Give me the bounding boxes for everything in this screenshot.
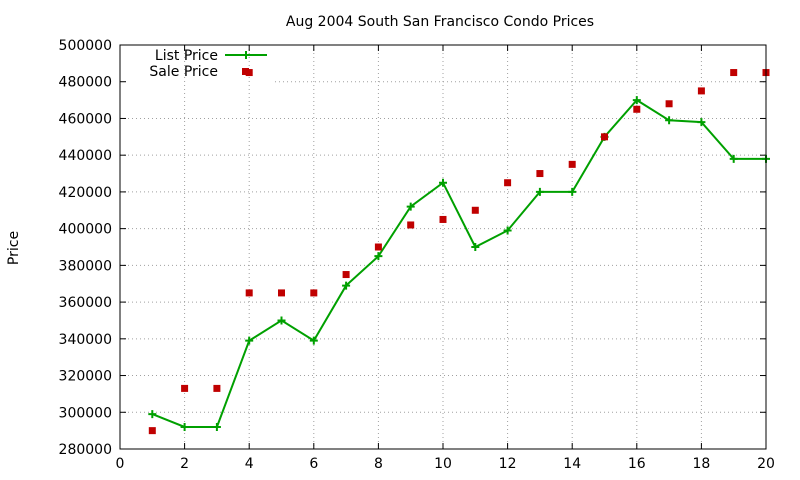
x-tick-label: 18 xyxy=(692,456,710,472)
y-tick-label: 340000 xyxy=(59,332,112,348)
plot-frame xyxy=(119,44,767,450)
list-price-line xyxy=(151,98,766,428)
y-tick-label: 480000 xyxy=(59,75,112,91)
grid-lines xyxy=(120,45,766,449)
y-tick-label: 280000 xyxy=(59,442,112,458)
x-tick-label: 14 xyxy=(563,456,581,472)
list-price-point xyxy=(180,422,189,431)
series-layer xyxy=(148,69,770,435)
list-price-point xyxy=(503,226,512,235)
sale-price-point xyxy=(310,289,318,297)
y-tick-label: 500000 xyxy=(59,38,112,54)
axis-ticks: 0 2 4 6 8 10 12 14 16 18 20 280000 300000 320000 34000… xyxy=(59,38,775,472)
legend-label-list-price: List Price xyxy=(155,48,218,64)
sale-price-point xyxy=(471,206,479,214)
list-price-point xyxy=(342,281,351,290)
sale-price-point xyxy=(148,427,156,435)
chart-title: Aug 2004 South San Francisco Condo Price… xyxy=(286,14,594,30)
list-price-point xyxy=(632,96,641,105)
list-price-point xyxy=(309,336,318,345)
x-tick-label: 0 xyxy=(116,456,125,472)
sale-price-point xyxy=(439,215,447,223)
sale-price-point xyxy=(568,160,576,168)
legend-marker-sale-price xyxy=(242,68,249,75)
x-tick-label: 12 xyxy=(499,456,517,472)
sale-price-point xyxy=(633,105,641,113)
y-tick-label: 360000 xyxy=(59,295,112,311)
y-tick-label: 300000 xyxy=(59,405,112,421)
sale-price-point xyxy=(730,69,738,77)
y-tick-label: 440000 xyxy=(59,148,112,164)
list-price-point xyxy=(406,202,415,211)
list-price-point xyxy=(439,178,447,187)
sale-price-point xyxy=(181,384,189,392)
list-price-point xyxy=(245,336,254,345)
list-price-point xyxy=(697,118,706,127)
x-tick-label: 2 xyxy=(180,456,189,472)
legend-label-sale-price: Sale Price xyxy=(149,64,218,80)
list-price-point xyxy=(729,154,738,163)
list-price-point xyxy=(471,243,480,251)
list-price-point xyxy=(374,252,383,261)
y-tick-label: 400000 xyxy=(59,222,112,238)
sale-price-point xyxy=(374,243,382,251)
y-axis-label: Price xyxy=(6,231,22,265)
x-tick-label: 20 xyxy=(757,456,775,472)
list-price-point xyxy=(568,187,577,196)
y-tick-label: 420000 xyxy=(59,185,112,201)
y-tick-label: 320000 xyxy=(59,369,112,385)
list-price-point xyxy=(148,410,157,419)
sale-price-point xyxy=(504,179,512,187)
x-tick-label: 8 xyxy=(374,456,383,472)
list-price-point xyxy=(535,187,544,196)
list-price-point xyxy=(665,116,674,125)
sale-price-point xyxy=(407,221,415,229)
sale-price-point xyxy=(245,69,253,77)
list-price-point xyxy=(212,422,221,431)
x-tick-label: 16 xyxy=(628,456,646,472)
legend: List Price Sale Price xyxy=(149,48,267,80)
x-tick-label: 6 xyxy=(309,456,318,472)
sale-price-point xyxy=(697,87,705,95)
list-price-point xyxy=(277,316,286,325)
sale-price-point xyxy=(536,170,544,178)
sale-price-point xyxy=(245,289,253,297)
y-tick-label: 380000 xyxy=(59,258,112,274)
sale-price-point xyxy=(665,100,673,108)
sale-price-point xyxy=(342,271,350,279)
sale-price-point xyxy=(278,289,285,297)
sale-price-point xyxy=(213,384,221,392)
sale-price-point xyxy=(601,133,608,141)
y-tick-label: 460000 xyxy=(59,111,112,127)
legend-marker-list-price xyxy=(242,51,250,59)
x-tick-label: 4 xyxy=(245,456,254,472)
x-tick-label: 10 xyxy=(434,456,452,472)
